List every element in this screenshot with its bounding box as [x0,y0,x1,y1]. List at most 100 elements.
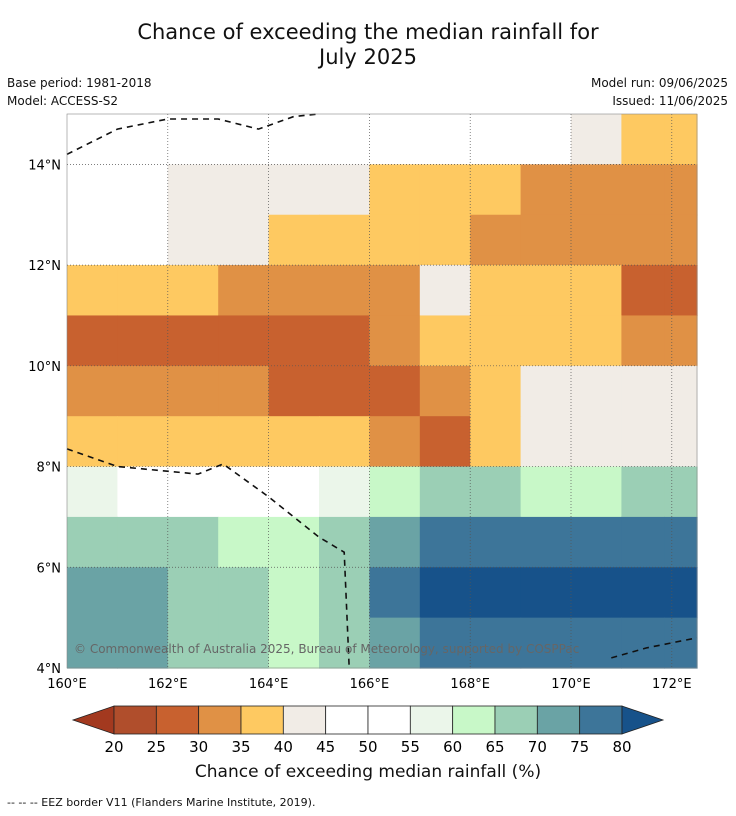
heatmap-cell [520,315,572,367]
heatmap-cell [520,164,572,216]
colorbar-tick-label: 80 [612,738,631,756]
lon-tick-label: 172°E [652,677,692,692]
colorbar-box [494,705,538,735]
heatmap-cell [319,416,370,468]
heatmap-cell [571,416,622,468]
heatmap-cell [621,265,665,317]
heatmap-cell [621,416,665,468]
heatmap-cell [520,516,572,568]
heatmap-cell [664,516,698,568]
heatmap-cell [664,416,698,468]
heatmap-cell [520,114,572,165]
heatmap-cell [319,365,370,417]
heatmap-cell [369,416,421,468]
chart-title: Chance of exceeding the median rainfall … [0,20,736,70]
heatmap-cell [67,214,118,266]
heatmap-cell [117,315,169,367]
heatmap-cell [621,114,665,165]
colorbar-box [155,705,200,735]
heatmap-cell [117,617,169,669]
heatmap-cell [419,114,471,165]
meta-left: Base period: 1981-2018 Model: ACCESS-S2 [7,74,152,110]
heatmap-cell [664,114,698,165]
heatmap-cell [117,214,169,266]
heatmap-cell [319,265,370,317]
heatmap-cell [67,617,118,669]
heatmap-cell [167,567,219,619]
heatmap-cell [419,416,471,468]
heatmap-cell [268,617,320,669]
heatmap-cell [218,265,270,317]
colorbar-box [367,705,411,735]
colorbar-box [113,705,157,735]
heatmap-cell [664,214,698,266]
colorbar-label: Chance of exceeding median rainfall (%) [194,762,542,782]
heatmap-cell [520,416,572,468]
heatmap-cell [369,466,421,518]
heatmap-cell [67,416,118,468]
heatmap-cell [117,265,169,317]
heatmap-cell [218,466,270,518]
heatmap-cell [369,516,421,568]
heatmap-cell [621,516,665,568]
heatmap-cell [571,466,622,518]
heatmap-cell [117,567,169,619]
colorbar-box [579,705,623,735]
heatmap-cell [419,516,471,568]
heatmap-cell [167,164,219,216]
colorbar-box [282,705,327,735]
heatmap-cell [268,466,320,518]
heatmap-cell [167,466,219,518]
heatmap-cell [369,214,421,266]
heatmap-cell [470,164,522,216]
heatmap-cell [67,164,118,216]
heatmap-cell [67,466,118,518]
heatmap-cell [369,617,421,669]
heatmap-cell [621,365,665,417]
colorbar-tick-label: 55 [401,738,420,756]
meta-right: Model run: 09/06/2025 Issued: 11/06/2025 [591,74,728,110]
heatmap-cell [117,466,169,518]
heatmap-cell [470,567,522,619]
heatmap-cell [268,516,320,568]
colorbar-tick-label: 60 [443,738,462,756]
heatmap-cell [419,617,471,669]
colorbar-tick-label: 65 [485,738,504,756]
lon-tick-label: 160°E [47,677,87,692]
heatmap-cell [664,567,698,619]
heatmap-cell [470,114,522,165]
heatmap-cell [218,315,270,367]
heatmap-cell [167,516,219,568]
heatmap-cell [319,164,370,216]
heatmap-cell [470,365,522,417]
heatmap-cell [67,516,118,568]
heatmap-cell [571,567,622,619]
heatmap-cell [571,315,622,367]
heatmap-cell [520,365,572,417]
heatmap-cell [319,617,370,669]
heatmap-cell [268,416,320,468]
heatmap-cell [117,416,169,468]
colorbar-extend-low [71,705,115,735]
heatmap-cell [571,265,622,317]
heatmap-cell [369,114,421,165]
heatmap-cell [167,617,219,669]
heatmap-cell [319,114,370,165]
heatmap-cell [369,164,421,216]
heatmap-cell [218,567,270,619]
colorbar-tick-label: 50 [358,738,377,756]
heatmap-cell [117,164,169,216]
heatmap-cell [571,164,622,216]
heatmap-cell [571,114,622,165]
lat-tick-label: 10°N [28,360,61,375]
heatmap-cell [470,315,522,367]
heatmap-cell [167,315,219,367]
heatmap-cell [319,214,370,266]
heatmap-cell [520,466,572,518]
heatmap-cell [67,365,118,417]
heatmap-cell [419,365,471,417]
heatmap-cell [419,315,471,367]
lon-tick-label: 162°E [148,677,188,692]
plot-frame [66,113,698,669]
